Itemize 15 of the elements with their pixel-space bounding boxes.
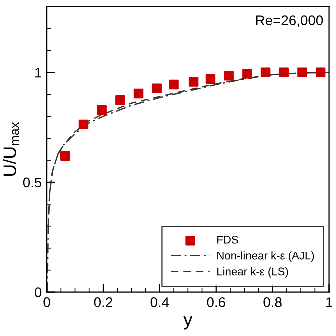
y-tick-label: 0.5 (23, 178, 42, 188)
legend-label: Linear k-ε (LS) (218, 268, 288, 278)
x-tick-label: 0 (44, 298, 50, 308)
annotation: Re=26,000 (256, 16, 324, 28)
y-tick-label: 1 (36, 68, 42, 78)
x-tick-label: 0.6 (207, 298, 226, 308)
legend-label: Non-linear k-ε (AJL) (218, 252, 314, 262)
x-tick-label: 1 (326, 298, 332, 308)
x-tick-label: 0.4 (150, 298, 170, 308)
y-axis-title: U/U$_{max}$ (3, 122, 20, 176)
x-axis-title: y (184, 316, 193, 330)
legend-label: FDS (218, 236, 238, 244)
x-tick-label: 0.2 (94, 298, 112, 308)
y-tick-label: 0 (35, 288, 42, 298)
x-tick-label: 0.8 (264, 298, 282, 308)
